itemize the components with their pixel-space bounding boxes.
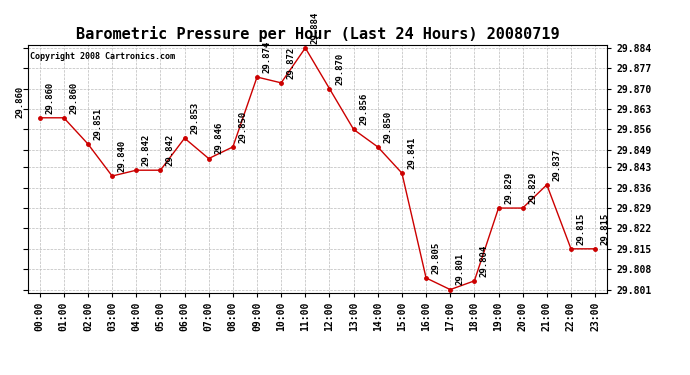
Text: 29.841: 29.841 [408,137,417,169]
Text: 29.805: 29.805 [432,242,441,274]
Text: 29.842: 29.842 [166,134,175,166]
Text: 29.850: 29.850 [239,111,248,143]
Text: 29.829: 29.829 [529,172,538,204]
Text: 29.850: 29.850 [384,111,393,143]
Text: 29.842: 29.842 [142,134,151,166]
Text: 29.860: 29.860 [16,86,25,118]
Text: 29.860: 29.860 [46,81,55,114]
Text: 29.815: 29.815 [601,212,610,244]
Text: Copyright 2008 Cartronics.com: Copyright 2008 Cartronics.com [30,53,175,62]
Text: 29.870: 29.870 [335,52,344,84]
Text: 29.872: 29.872 [287,46,296,79]
Text: 29.860: 29.860 [70,81,79,114]
Text: 29.815: 29.815 [577,212,586,244]
Text: 29.874: 29.874 [263,40,272,73]
Text: 29.846: 29.846 [215,122,224,154]
Text: 29.801: 29.801 [456,253,465,285]
Text: 29.829: 29.829 [504,172,513,204]
Text: 29.837: 29.837 [553,148,562,181]
Text: 29.804: 29.804 [480,244,489,277]
Title: Barometric Pressure per Hour (Last 24 Hours) 20080719: Barometric Pressure per Hour (Last 24 Ho… [76,27,559,42]
Text: 29.851: 29.851 [94,108,103,140]
Text: 29.840: 29.840 [118,140,127,172]
Text: 29.856: 29.856 [359,93,368,125]
Text: 29.884: 29.884 [311,12,320,44]
Text: 29.853: 29.853 [190,102,199,134]
